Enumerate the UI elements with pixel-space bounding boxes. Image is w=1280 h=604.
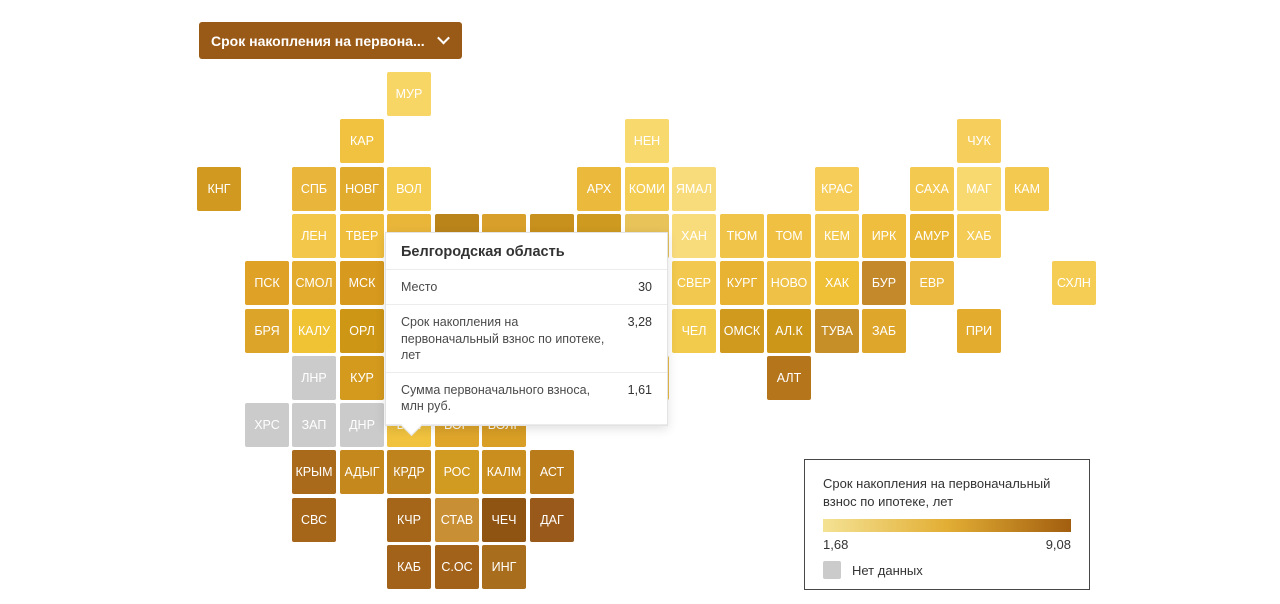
map-tile-КРЫМ[interactable]: КРЫМ [292,450,336,494]
map-tile-КАБ[interactable]: КАБ [387,545,431,589]
map-tile-КРАС[interactable]: КРАС [815,167,859,211]
map-tile-АРХ[interactable]: АРХ [577,167,621,211]
map-tile-БУР[interactable]: БУР [862,261,906,305]
map-tile-КАР[interactable]: КАР [340,119,384,163]
map-tile-НОВО[interactable]: НОВО [767,261,811,305]
map-tile-ЕВР[interactable]: ЕВР [910,261,954,305]
map-tile-ХАН[interactable]: ХАН [672,214,716,258]
map-tile-ТОМ[interactable]: ТОМ [767,214,811,258]
map-tile-БРЯ[interactable]: БРЯ [245,309,289,353]
no-data-label: Нет данных [852,562,923,578]
tooltip-row-value: 30 [638,280,652,294]
map-tile-МУР[interactable]: МУР [387,72,431,116]
map-tile-ОМСК[interactable]: ОМСК [720,309,764,353]
map-tile-СВЕР[interactable]: СВЕР [672,261,716,305]
map-tile-ИНГ[interactable]: ИНГ [482,545,526,589]
map-tile-СХЛН[interactable]: СХЛН [1052,261,1096,305]
map-tile-АЛ.К[interactable]: АЛ.К [767,309,811,353]
map-tile-ОРЛ[interactable]: ОРЛ [340,309,384,353]
map-tile-ХРС[interactable]: ХРС [245,403,289,447]
map-tile-ЛНР[interactable]: ЛНР [292,356,336,400]
map-tile-ХАБ[interactable]: ХАБ [957,214,1001,258]
map-tile-КНГ[interactable]: КНГ [197,167,241,211]
map-tile-ЧЕЛ[interactable]: ЧЕЛ [672,309,716,353]
map-tile-КАЛУ[interactable]: КАЛУ [292,309,336,353]
map-tile-ДАГ[interactable]: ДАГ [530,498,574,542]
map-tile-КАМ[interactable]: КАМ [1005,167,1049,211]
map-tile-СМОЛ[interactable]: СМОЛ [292,261,336,305]
legend-min-value: 1,68 [823,537,849,553]
map-tile-ВОЛ[interactable]: ВОЛ [387,167,431,211]
map-tile-ЧУК[interactable]: ЧУК [957,119,1001,163]
region-tooltip: Белгородская область Место 30 Срок накоп… [385,232,668,436]
map-tile-ТВЕР[interactable]: ТВЕР [340,214,384,258]
tooltip-row-period: Срок накопления на первоначальный взнос … [386,305,667,373]
map-tile-СВС[interactable]: СВС [292,498,336,542]
map-tile-ЯМАЛ[interactable]: ЯМАЛ [672,167,716,211]
map-tile-РОС[interactable]: РОС [435,450,479,494]
map-tile-ПСК[interactable]: ПСК [245,261,289,305]
map-tile-ЛЕН[interactable]: ЛЕН [292,214,336,258]
tooltip-row-value: 3,28 [627,315,652,330]
map-tile-КУР[interactable]: КУР [340,356,384,400]
map-tile-ТЮМ[interactable]: ТЮМ [720,214,764,258]
tooltip-row-label: Место [401,280,438,294]
metric-dropdown-label: Срок накопления на первона... [211,32,425,49]
map-tile-МАГ[interactable]: МАГ [957,167,1001,211]
map-tile-КРДР[interactable]: КРДР [387,450,431,494]
map-tile-НОВГ[interactable]: НОВГ [340,167,384,211]
no-data-swatch [823,561,841,580]
map-tile-АСТ[interactable]: АСТ [530,450,574,494]
map-tile-АДЫГ[interactable]: АДЫГ [340,450,384,494]
map-tile-ТУВА[interactable]: ТУВА [815,309,859,353]
legend-range: 1,68 9,08 [823,537,1071,552]
tooltip-row-value: 1,61 [627,383,652,397]
map-tile-ЗАП[interactable]: ЗАП [292,403,336,447]
map-tile-ЗАБ[interactable]: ЗАБ [862,309,906,353]
legend-title: Срок накопления на первоначальный взнос … [823,476,1051,509]
tooltip-row-label: Срок накопления на первоначальный взнос … [401,315,605,362]
metric-dropdown[interactable]: Срок накопления на первона... [199,22,462,59]
map-tile-КЧР[interactable]: КЧР [387,498,431,542]
map-tile-КЕМ[interactable]: КЕМ [815,214,859,258]
map-tile-ХАК[interactable]: ХАК [815,261,859,305]
map-tile-КОМИ[interactable]: КОМИ [625,167,669,211]
map-tile-МСК[interactable]: МСК [340,261,384,305]
map-tile-АМУР[interactable]: АМУР [910,214,954,258]
map-tile-КАЛМ[interactable]: КАЛМ [482,450,526,494]
map-tile-НЕН[interactable]: НЕН [625,119,669,163]
tooltip-row-label: Сумма первоначального взноса, млн руб. [401,383,591,414]
map-tile-САХА[interactable]: САХА [910,167,954,211]
legend-gradient-bar [823,519,1071,533]
color-scale-legend: Срок накопления на первоначальный взнос … [804,459,1090,590]
tooltip-row-sum: Сумма первоначального взноса, млн руб. 1… [386,373,667,425]
tooltip-region-title: Белгородская область [386,233,667,270]
map-tile-С.ОС[interactable]: С.ОС [435,545,479,589]
map-tile-СПБ[interactable]: СПБ [292,167,336,211]
legend-no-data-row: Нет данных [823,561,1071,580]
map-tile-ИРК[interactable]: ИРК [862,214,906,258]
tooltip-row-place: Место 30 [386,270,667,306]
map-tile-ЧЕЧ[interactable]: ЧЕЧ [482,498,526,542]
map-tile-СТАВ[interactable]: СТАВ [435,498,479,542]
map-tile-ДНР[interactable]: ДНР [340,403,384,447]
legend-max-value: 9,08 [1045,537,1071,553]
map-tile-АЛТ[interactable]: АЛТ [767,356,811,400]
map-tile-КУРГ[interactable]: КУРГ [720,261,764,305]
map-tile-ПРИ[interactable]: ПРИ [957,309,1001,353]
